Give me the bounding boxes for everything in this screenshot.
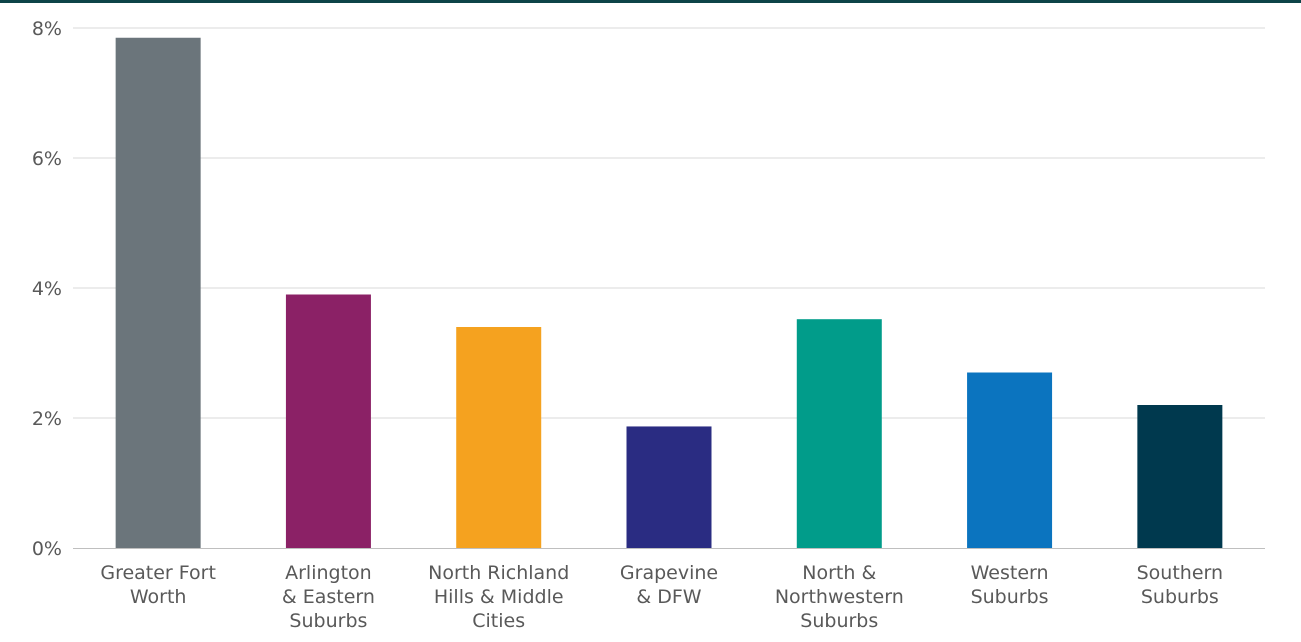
x-tick-label: Greater Fort Worth — [100, 562, 216, 608]
x-tick-label: North & Northwestern Suburbs — [775, 562, 904, 632]
bar — [285, 294, 371, 548]
bar — [626, 426, 712, 548]
x-tick-label: Southern Suburbs — [1137, 562, 1223, 608]
x-tick-label-line: Suburbs — [289, 610, 367, 632]
x-tick-label-line: & Eastern — [282, 586, 375, 608]
x-tick-label-line: North & — [802, 562, 876, 584]
bar — [456, 327, 542, 548]
header-rule — [0, 0, 1301, 3]
bar — [115, 37, 201, 548]
x-tick-label-line: & DFW — [636, 586, 701, 608]
x-tick-label-line: Suburbs — [800, 610, 878, 632]
x-tick-label-line: Suburbs — [971, 586, 1049, 608]
x-tick-label-line: Cities — [472, 610, 525, 632]
bar — [796, 319, 882, 548]
x-tick-label-line: Suburbs — [1141, 586, 1219, 608]
x-tick-label: Western Suburbs — [971, 562, 1049, 608]
y-tick-label: 6% — [32, 148, 62, 170]
bar — [967, 372, 1053, 548]
x-tick-label-line: Arlington — [285, 562, 372, 584]
y-tick-label: 4% — [32, 278, 62, 300]
x-tick-label: North Richland Hills & Middle Cities — [428, 562, 569, 632]
x-tick-label-line: Worth — [130, 586, 187, 608]
y-tick-label: 2% — [32, 408, 62, 430]
x-tick-label-line: Northwestern — [775, 586, 904, 608]
x-tick-label-line: Grapevine — [620, 562, 718, 584]
x-tick-label: Arlington & Eastern Suburbs — [282, 562, 375, 632]
bar — [1137, 405, 1223, 548]
x-tick-label-line: Greater Fort — [100, 562, 216, 584]
x-tick-label-line: Southern — [1137, 562, 1223, 584]
bars — [115, 37, 1223, 548]
x-tick-label-line: Hills & Middle — [434, 586, 564, 608]
y-tick-label: 0% — [32, 538, 62, 560]
gridlines — [73, 27, 1265, 419]
y-axis-tick-labels: 0% 2% 4% 6% 8% — [32, 18, 62, 560]
y-tick-label: 8% — [32, 18, 62, 40]
x-tick-label: Grapevine & DFW — [620, 562, 718, 608]
x-tick-label-line: Western — [971, 562, 1049, 584]
x-tick-label-line: North Richland — [428, 562, 569, 584]
